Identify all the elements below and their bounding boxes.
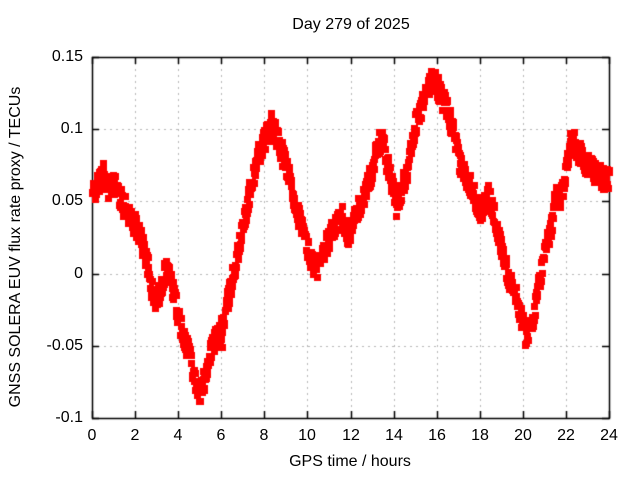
chart-title: Day 279 of 2025: [292, 16, 410, 33]
y-tick-label: -0.05: [46, 337, 83, 354]
x-tick-label: 14: [385, 427, 403, 444]
x-axis-label: GPS time / hours: [289, 453, 411, 470]
x-tick-label: 22: [557, 427, 575, 444]
y-tick-label: -0.1: [55, 409, 83, 426]
x-tick-label: 10: [298, 427, 316, 444]
x-tick-label: 12: [342, 427, 360, 444]
y-tick-label: 0.15: [51, 48, 83, 65]
x-tick-label: 20: [514, 427, 532, 444]
y-tick-label: 0.1: [60, 120, 83, 137]
y-tick-label: 0.05: [51, 192, 83, 209]
x-tick-label: 8: [259, 427, 269, 444]
x-tick-label: 24: [600, 427, 618, 444]
x-tick-label: 16: [428, 427, 446, 444]
y-axis-label: GNSS SOLERA EUV flux rate proxy / TECUs: [7, 86, 24, 408]
x-tick-label: 4: [173, 427, 183, 444]
y-tick-label: 0: [74, 265, 83, 282]
x-tick-label: 2: [130, 427, 140, 444]
x-tick-label: 18: [471, 427, 489, 444]
x-tick-label: 0: [87, 427, 97, 444]
x-tick-label: 6: [216, 427, 226, 444]
